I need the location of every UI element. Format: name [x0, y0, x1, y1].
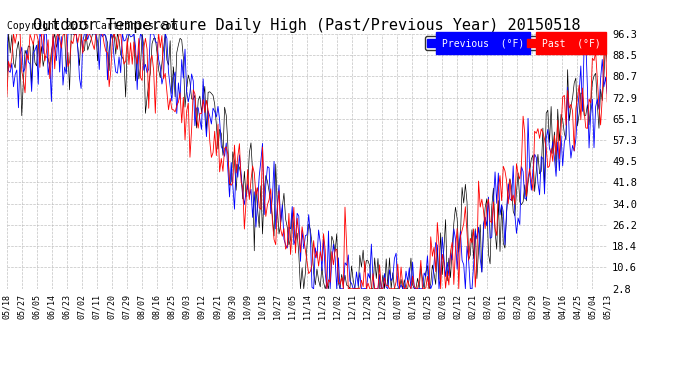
Legend: Previous  (°F), Past  (°F): Previous (°F), Past (°F) [425, 36, 602, 50]
Title: Outdoor Temperature Daily High (Past/Previous Year) 20150518: Outdoor Temperature Daily High (Past/Pre… [33, 18, 581, 33]
Text: Copyright 2015 Cartronics.com: Copyright 2015 Cartronics.com [7, 21, 177, 31]
